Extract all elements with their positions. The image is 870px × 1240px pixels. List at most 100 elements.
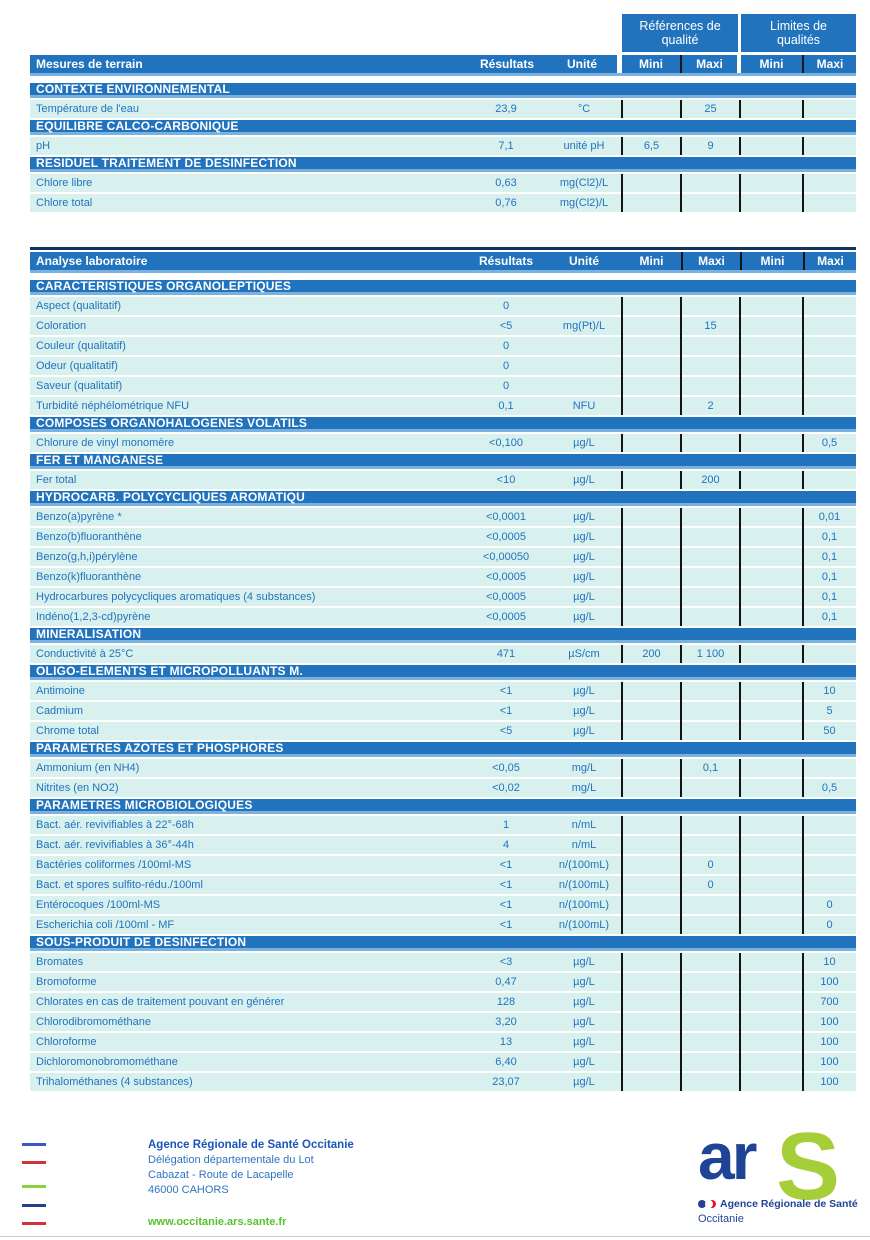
result-value: 23,9 [495, 103, 517, 115]
unit-value: µg/L [573, 1056, 595, 1068]
lim-maxi-value: 0 [826, 919, 833, 931]
unit-value: µg/L [573, 437, 595, 449]
lim-maxi-value: 0,1 [821, 551, 838, 563]
quality-group-headers: Références de qualité Limites de qualité… [30, 14, 856, 52]
table-row: Chlorure de vinyl monomère <0,100 µg/L 0,5 [30, 434, 856, 452]
column-divider-line [621, 297, 623, 415]
table-row: Chlorates en cas de traitement pouvant e… [30, 993, 856, 1011]
table-row: Bact. aér. revivifiables à 36°-44h 4 n/mL [30, 836, 856, 854]
param-name: Trihalométhanes (4 substances) [36, 1076, 193, 1088]
section-rows: Chlore libre 0,63 mg(Cl2)/L Chlore total 0,7… [30, 174, 856, 212]
section-rows: Benzo(a)pyrène * <0,0001 µg/L 0,01 Benzo(b)f… [30, 508, 856, 626]
param-name: Chlorodibromométhane [36, 1016, 151, 1028]
table-row: Saveur (qualitatif) 0 [30, 377, 856, 395]
ref-maxi-value: 0 [707, 879, 714, 891]
agency-website-link[interactable]: www.occitanie.ars.sante.fr [148, 1216, 287, 1228]
column-divider-line [680, 682, 682, 740]
param-name: Indéno(1,2,3-cd)pyrène [36, 611, 151, 623]
unit-value: µg/L [573, 531, 595, 543]
column-divider-line [802, 137, 804, 155]
column-divider-line [739, 100, 741, 118]
column-divider-line [680, 953, 682, 1091]
param-name: Entérocoques /100ml-MS [36, 899, 161, 911]
footer-color-dash [22, 1222, 46, 1225]
result-value: 4 [502, 839, 510, 851]
table-row: Couleur (qualitatif) 0 [30, 337, 856, 355]
ref-mini-value: 200 [642, 648, 661, 660]
result-value: 3,20 [495, 1016, 517, 1028]
table-row: Bactéries coliformes /100ml-MS <1 n/(100mL… [30, 856, 856, 874]
column-divider-line [621, 434, 623, 452]
result-value: <0,00050 [482, 551, 530, 563]
section-rows: Aspect (qualitatif) 0 Coloration <5 mg(Pt)/L… [30, 297, 856, 415]
result-value: <1 [499, 705, 513, 717]
section-header: PARAMETRES AZOTES ET PHOSPHORES [30, 741, 856, 757]
footer-color-dash [22, 1161, 46, 1164]
param-name: Bromoforme [36, 976, 97, 988]
section-header: RESIDUEL TRAITEMENT DE DESINFECTION [30, 156, 856, 172]
unit-value: unité pH [563, 140, 605, 152]
column-divider-line [802, 471, 804, 489]
lim-maxi-value: 100 [820, 1076, 839, 1088]
column-divider-line [621, 174, 623, 212]
lab-analysis-table: Analyse laboratoire Résultats Unité Mini… [30, 247, 856, 1093]
table-section: CARACTERISTIQUES ORGANOLEPTIQUES Aspect (… [30, 279, 856, 415]
section-rows: Bact. aér. revivifiables à 22°-68h 1 n/mL B… [30, 816, 856, 934]
unit-value: mg(Pt)/L [562, 320, 606, 332]
table-section: FER ET MANGANESE Fer total <10 µg/L 200 [30, 453, 856, 489]
table-section: PARAMETRES AZOTES ET PHOSPHORES Ammonium … [30, 741, 856, 797]
lim-maxi-value: 100 [820, 976, 839, 988]
group-header-line: qualité [661, 33, 699, 47]
param-name: Couleur (qualitatif) [36, 340, 126, 352]
result-value: 6,40 [495, 1056, 517, 1068]
column-divider-line [680, 759, 682, 797]
section-rows: Température de l'eau 23,9 °C 25 [30, 100, 856, 118]
table-row: Température de l'eau 23,9 °C 25 [30, 100, 856, 118]
table-row: Benzo(k)fluoranthène <0,0005 µg/L 0,1 [30, 568, 856, 586]
agency-address-block: Agence Régionale de Santé Occitanie Délé… [148, 1138, 354, 1198]
ref-maxi-value: 0 [707, 859, 714, 871]
param-name: Antimoine [36, 685, 85, 697]
unit-value: NFU [572, 400, 596, 412]
table-section: HYDROCARB. POLYCYCLIQUES AROMATIQU Benzo(… [30, 490, 856, 626]
result-value: <0,0005 [485, 611, 527, 623]
unit-value: n/(100mL) [558, 919, 610, 931]
unit-value: µg/L [573, 1076, 595, 1088]
header-underline [30, 73, 856, 76]
column-divider-line [680, 297, 682, 415]
column-divider-line [680, 471, 682, 489]
param-name: Conductivité à 25°C [36, 648, 134, 660]
param-name: Chlore libre [36, 177, 93, 189]
unit-value: n/(100mL) [558, 859, 610, 871]
unit-value: n/mL [571, 839, 597, 851]
limits-quality-group-header: Limites de qualités [741, 14, 856, 52]
unit-value: µg/L [573, 1016, 595, 1028]
result-value: <1 [499, 899, 513, 911]
result-value: <1 [499, 879, 513, 891]
result-value: 0 [502, 340, 510, 352]
table-row: pH 7,1 unité pH 6,5 9 [30, 137, 856, 155]
section-rows: Antimoine <1 µg/L 10 Cadmium <1 µg/L 5 Chrome to… [30, 682, 856, 740]
table-row: Conductivité à 25°C 471 µS/cm 200 1 100 [30, 645, 856, 663]
lab-analysis-body: CARACTERISTIQUES ORGANOLEPTIQUES Aspect (… [30, 279, 856, 1091]
ars-logo-ar-text: ar [698, 1119, 757, 1193]
column-divider-line [739, 174, 741, 212]
table-section: COMPOSES ORGANOHALOGENES VOLATILS Chlorur… [30, 416, 856, 452]
param-name: Bactéries coliformes /100ml-MS [36, 859, 192, 871]
lim-maxi-value: 700 [820, 996, 839, 1008]
cocarde-blue-dot-icon [698, 1200, 706, 1208]
table-row: Chlore libre 0,63 mg(Cl2)/L [30, 174, 856, 192]
lab-analysis-header: Analyse laboratoire Résultats Unité Mini… [30, 252, 856, 273]
result-value: <0,0005 [485, 571, 527, 583]
table-row: Ammonium (en NH4) <0,05 mg/L 0,1 [30, 759, 856, 777]
column-divider-line [621, 682, 623, 740]
ref-maxi-value: 9 [707, 140, 714, 152]
param-name: Bact. aér. revivifiables à 22°-68h [36, 819, 194, 831]
table-row: Trihalométhanes (4 substances) 23,07 µg/L 1… [30, 1073, 856, 1091]
column-divider-line [802, 174, 804, 212]
section-header: OLIGO-ELEMENTS ET MICROPOLLUANTS M. [30, 664, 856, 680]
table-row: Hydrocarbures polycycliques aromatiques … [30, 588, 856, 606]
unit-value: µS/cm [568, 648, 600, 660]
lim-maxi-value: 0,01 [818, 511, 841, 523]
